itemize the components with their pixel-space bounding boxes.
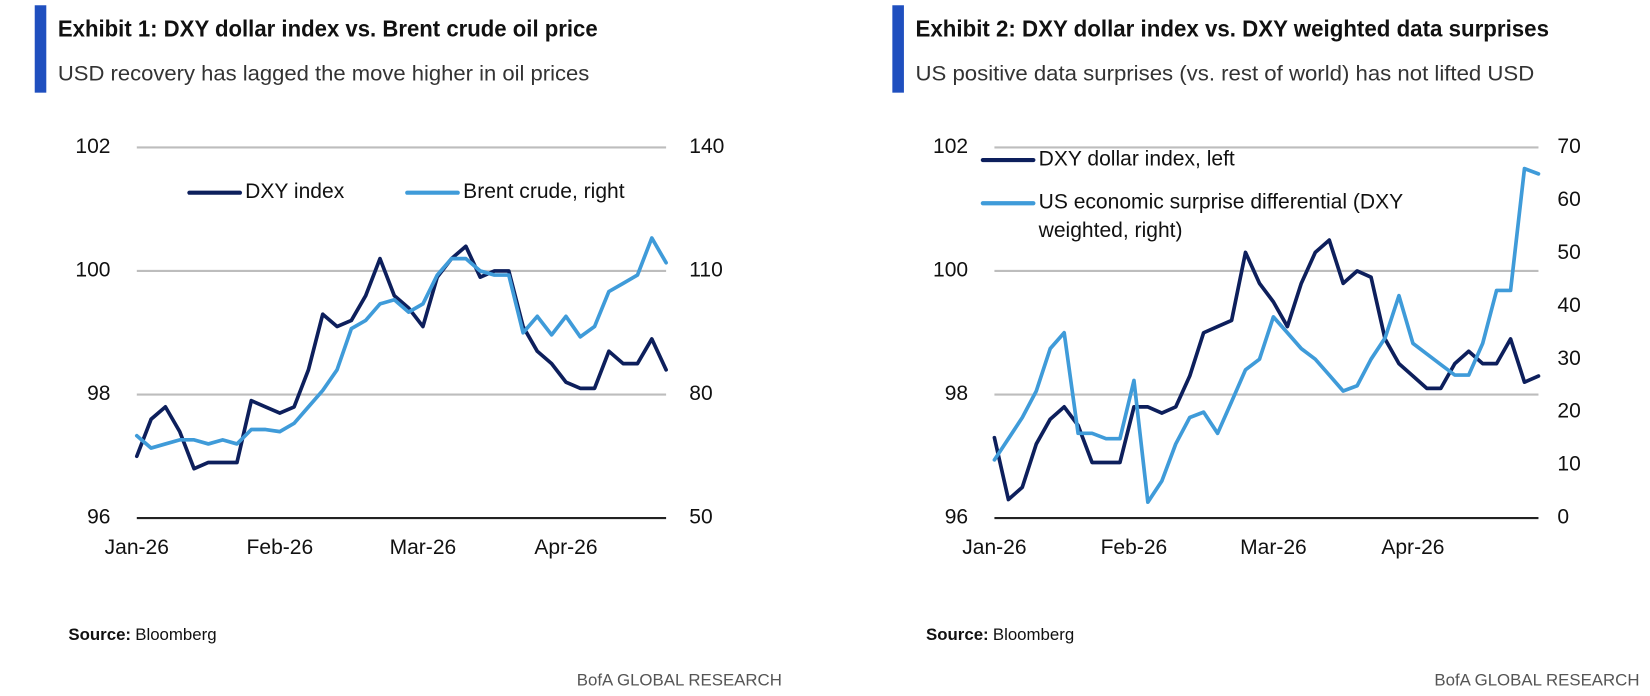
y-tick-label: 102	[933, 135, 968, 158]
source-label: Source:	[926, 625, 989, 644]
x-tick-label: Feb-26	[247, 536, 314, 559]
title-accent	[892, 5, 904, 93]
y2-tick-label: 110	[689, 259, 723, 282]
y-tick-label: 98	[945, 382, 968, 405]
x-tick-label: Feb-26	[1101, 536, 1168, 559]
series-line	[992, 166, 1541, 505]
legend: DXY dollar index, left US economic surpri…	[980, 145, 1455, 245]
legend: DXY index Brent crude, right	[187, 178, 625, 206]
chart: Exhibit 1: DXY dollar index vs. Brent cr…	[34, 5, 782, 690]
series-line	[134, 244, 668, 471]
legend-label: Brent crude, right	[463, 180, 625, 204]
footer: BofA GLOBAL RESEARCH	[1434, 671, 1639, 690]
y-tick-label: 100	[75, 259, 110, 282]
x-tick-label: Mar-26	[390, 536, 457, 559]
legend-swatch	[980, 201, 1036, 206]
source-name: Bloomberg	[135, 625, 216, 644]
y2-tick-label: 0	[1557, 506, 1569, 529]
x-tick-label: Jan-26	[105, 536, 169, 559]
legend-swatch	[187, 190, 243, 195]
chart-title: Exhibit 1: DXY dollar index vs. Brent cr…	[58, 16, 598, 42]
y2-tick-label: 50	[1557, 241, 1580, 264]
legend-label: DXY index	[245, 180, 345, 204]
series-line	[134, 236, 668, 450]
legend-label: US economic surprise differential (DXY w…	[1038, 190, 1403, 243]
y2-tick-label: 70	[1557, 135, 1580, 158]
chart-subtitle: US positive data surprises (vs. rest of …	[916, 62, 1535, 85]
x-tick-label: Apr-26	[1381, 536, 1444, 559]
y2-tick-label: 60	[1557, 188, 1580, 211]
y-tick-label: 100	[933, 259, 968, 282]
y2-tick-label: 80	[689, 382, 712, 405]
source: Source: Bloomberg	[926, 625, 1074, 644]
source-name: Bloomberg	[993, 625, 1074, 644]
chart-panel: Exhibit 1: DXY dollar index vs. Brent cr…	[0, 0, 792, 696]
chart-panel: Exhibit 2: DXY dollar index vs. DXY weig…	[858, 0, 1650, 696]
y-tick-label: 102	[75, 135, 110, 158]
y2-tick-label: 50	[689, 506, 712, 529]
footer: BofA GLOBAL RESEARCH	[577, 671, 782, 690]
y2-tick-label: 20	[1557, 400, 1580, 423]
series-line	[992, 238, 1541, 502]
title-accent	[34, 5, 47, 93]
y-tick-label: 96	[87, 506, 110, 529]
legend-label: DXY dollar index, left	[1038, 147, 1235, 171]
legend-item: DXY index	[187, 178, 344, 206]
legend-swatch	[980, 157, 1036, 163]
y-tick-label: 96	[945, 506, 968, 529]
x-tick-label: Jan-26	[962, 536, 1026, 559]
source: Source: Bloomberg	[68, 625, 216, 644]
chart-title: Exhibit 2: DXY dollar index vs. DXY weig…	[916, 16, 1549, 42]
legend-swatch	[405, 190, 461, 195]
y2-tick-label: 140	[689, 135, 724, 158]
x-tick-label: Mar-26	[1240, 536, 1307, 559]
x-tick-label: Apr-26	[534, 536, 597, 559]
chart: Exhibit 2: DXY dollar index vs. DXY weig…	[892, 5, 1639, 690]
y-tick-label: 98	[87, 382, 110, 405]
legend-item: US economic surprise differential (DXY w…	[980, 188, 1455, 245]
legend-item: Brent crude, right	[405, 178, 625, 206]
source-label: Source:	[68, 625, 131, 644]
chart-subtitle: USD recovery has lagged the move higher …	[58, 62, 589, 85]
legend-item: DXY dollar index, left	[980, 145, 1455, 173]
y2-tick-label: 30	[1557, 347, 1580, 370]
y2-tick-label: 40	[1557, 294, 1580, 317]
y2-tick-label: 10	[1557, 453, 1580, 476]
